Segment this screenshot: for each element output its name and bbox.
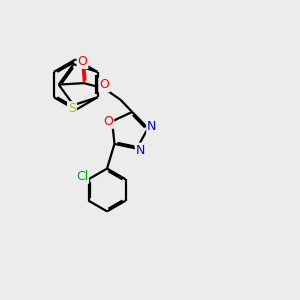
Text: O: O <box>99 78 109 92</box>
Text: O: O <box>77 55 87 68</box>
Text: O: O <box>103 115 113 128</box>
Text: Cl: Cl <box>76 170 88 183</box>
Text: N: N <box>147 120 157 133</box>
Text: N: N <box>136 144 145 157</box>
Text: S: S <box>68 102 76 115</box>
